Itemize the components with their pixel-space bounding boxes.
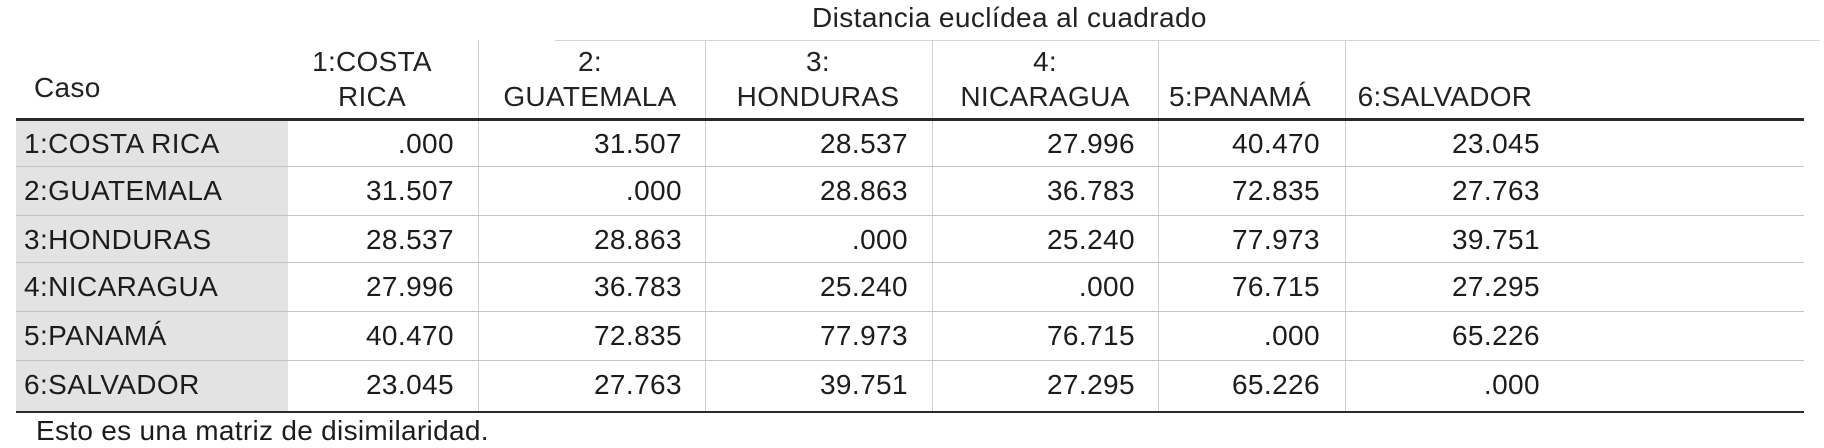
row-label: 6:SALVADOR bbox=[24, 369, 200, 400]
column-header-line: 4: bbox=[1033, 46, 1057, 77]
bottom-rule bbox=[16, 411, 1804, 413]
body-column-separator bbox=[1158, 121, 1159, 411]
table-cell: 39.751 bbox=[1451, 224, 1540, 255]
column-header-line: 5:PANAMÁ bbox=[1169, 81, 1311, 112]
header-column-separator bbox=[478, 40, 479, 118]
column-header-line: 6:SALVADOR bbox=[1357, 81, 1533, 112]
table-cell: 28.537 bbox=[819, 128, 908, 159]
super-title-rule bbox=[555, 40, 1820, 41]
row-separator bbox=[16, 262, 1804, 263]
column-header: 5:PANAMÁ bbox=[1125, 79, 1355, 114]
column-header: 2: GUATEMALA bbox=[475, 44, 705, 114]
table-cell: 65.226 bbox=[1231, 369, 1320, 400]
header-column-separator bbox=[1345, 40, 1346, 118]
body-column-separator bbox=[1345, 121, 1346, 411]
table-cell: 28.863 bbox=[819, 175, 908, 206]
table-cell: 27.295 bbox=[1046, 369, 1135, 400]
table-cell: 72.835 bbox=[593, 320, 682, 351]
column-header-line: 1:COSTA bbox=[312, 46, 432, 77]
table-cell: .000 bbox=[1263, 320, 1320, 351]
row-label: 4:NICARAGUA bbox=[24, 271, 219, 302]
table-cell: 40.470 bbox=[365, 320, 454, 351]
table-cell: 27.295 bbox=[1451, 271, 1540, 302]
column-header-line: 3: bbox=[806, 46, 830, 77]
table-cell: 40.470 bbox=[1231, 128, 1320, 159]
row-label: 2:GUATEMALA bbox=[24, 175, 223, 206]
row-label: 5:PANAMÁ bbox=[24, 320, 167, 351]
table-cell: 76.715 bbox=[1231, 271, 1320, 302]
table-super-title: Distancia euclídea al cuadrado bbox=[812, 2, 1207, 33]
row-label-shading bbox=[16, 120, 288, 411]
body-column-separator bbox=[705, 121, 706, 411]
column-header: 3: HONDURAS bbox=[703, 44, 933, 114]
table-cell: .000 bbox=[397, 128, 454, 159]
column-header-line: GUATEMALA bbox=[503, 81, 677, 112]
table-cell: 39.751 bbox=[819, 369, 908, 400]
table-cell: 76.715 bbox=[1046, 320, 1135, 351]
body-column-separator bbox=[478, 121, 479, 411]
table-cell: 27.996 bbox=[365, 271, 454, 302]
table-cell: .000 bbox=[1483, 369, 1540, 400]
header-column-separator bbox=[932, 40, 933, 118]
table-cell: 23.045 bbox=[1451, 128, 1540, 159]
column-header-line: RICA bbox=[337, 81, 407, 112]
table-cell: 77.973 bbox=[1231, 224, 1320, 255]
table-cell: .000 bbox=[1078, 271, 1135, 302]
column-header: 4: NICARAGUA bbox=[930, 44, 1160, 114]
table-cell: 31.507 bbox=[365, 175, 454, 206]
table-cell: .000 bbox=[625, 175, 682, 206]
table-cell: 28.537 bbox=[365, 224, 454, 255]
table-cell: 65.226 bbox=[1451, 320, 1540, 351]
column-header: 1:COSTA RICA bbox=[257, 44, 487, 114]
row-label: 1:COSTA RICA bbox=[24, 128, 220, 159]
table-cell: 72.835 bbox=[1231, 175, 1320, 206]
table-cell: 31.507 bbox=[593, 128, 682, 159]
header-column-separator bbox=[705, 40, 706, 118]
table-cell: 28.863 bbox=[593, 224, 682, 255]
column-header: 6:SALVADOR bbox=[1330, 79, 1560, 114]
table-cell: 27.763 bbox=[1451, 175, 1540, 206]
header-column-separator bbox=[1158, 40, 1159, 118]
row-label: 3:HONDURAS bbox=[24, 224, 212, 255]
row-separator bbox=[16, 360, 1804, 361]
table-cell: 25.240 bbox=[1046, 224, 1135, 255]
column-header-line: NICARAGUA bbox=[960, 81, 1130, 112]
row-separator bbox=[16, 166, 1804, 167]
header-rule bbox=[16, 118, 1804, 121]
column-header-line: HONDURAS bbox=[736, 81, 900, 112]
table-cell: 77.973 bbox=[819, 320, 908, 351]
table-cell: 23.045 bbox=[365, 369, 454, 400]
row-separator bbox=[16, 215, 1804, 216]
table-footnote: Esto es una matriz de disimilaridad. bbox=[36, 415, 489, 446]
table-cell: 27.996 bbox=[1046, 128, 1135, 159]
table-cell: 27.763 bbox=[593, 369, 682, 400]
body-column-separator bbox=[932, 121, 933, 411]
stub-header: Caso bbox=[34, 72, 101, 103]
row-separator bbox=[16, 311, 1804, 312]
table-cell: 36.783 bbox=[1046, 175, 1135, 206]
table-cell: 36.783 bbox=[593, 271, 682, 302]
table-cell: .000 bbox=[851, 224, 908, 255]
table-cell: 25.240 bbox=[819, 271, 908, 302]
column-header-line: 2: bbox=[578, 46, 602, 77]
